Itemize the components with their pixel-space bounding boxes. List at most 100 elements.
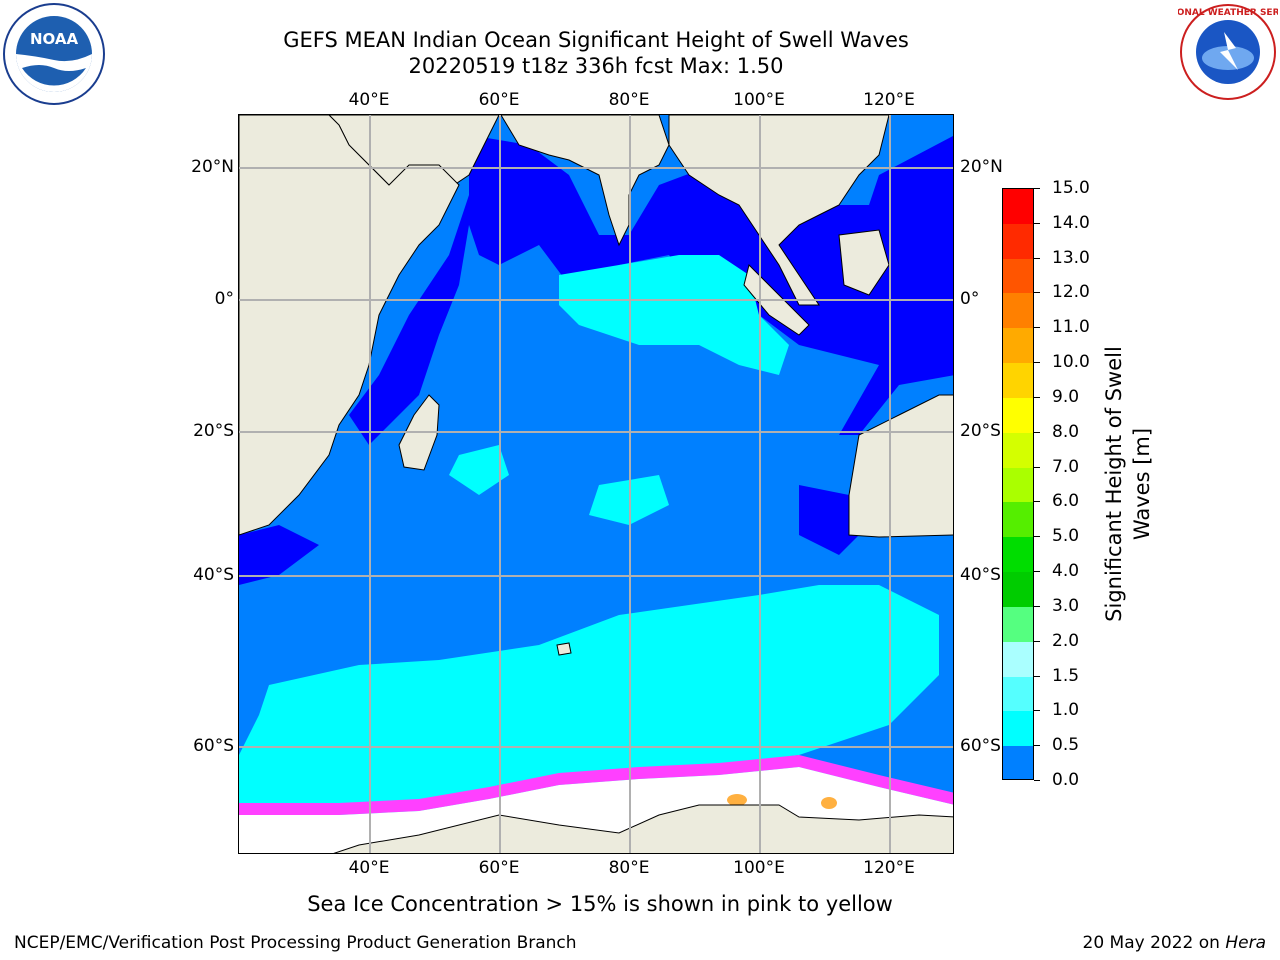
colorbar-tick-mark	[1034, 431, 1040, 433]
land-antarctica	[333, 804, 953, 853]
ocean-deep-southeast	[799, 485, 859, 555]
colorbar-tick-label: 4.0	[1052, 561, 1080, 582]
date-prefix: 20 May 2022 on	[1082, 933, 1226, 953]
lat-label-right: 0°	[960, 289, 980, 309]
colorbar-tick-label: 11.0	[1052, 317, 1090, 338]
colorbar-cell	[1003, 641, 1033, 678]
colorbar-tick-label: 2.0	[1052, 630, 1080, 651]
noaa-logo-text: NOAA	[30, 30, 79, 48]
colorbar-tick-mark	[1034, 745, 1040, 747]
colorbar-tick-mark	[1034, 222, 1040, 224]
sea-ice-orange-spot-1	[727, 794, 747, 806]
lat-label-left: 20°S	[193, 421, 234, 441]
colorbar-tick-mark	[1034, 257, 1040, 259]
colorbar-tick-label: 8.0	[1052, 421, 1080, 442]
nws-logo-icon: NATIONAL WEATHER SERVICE	[1153, 2, 1280, 102]
swell-high-southern-band	[239, 585, 939, 805]
colorbar	[1002, 188, 1034, 780]
colorbar-tick-mark	[1034, 710, 1040, 712]
colorbar-tick-label: 0.5	[1052, 735, 1080, 756]
lon-label-top: 80°E	[608, 90, 650, 110]
noaa-logo-icon: NOAA	[2, 2, 106, 106]
colorbar-cell	[1003, 502, 1033, 539]
land-africa	[239, 115, 460, 536]
colorbar-tick-mark	[1034, 501, 1040, 503]
colorbar-tick-mark	[1034, 466, 1040, 468]
colorbar-cell	[1003, 711, 1033, 748]
land-southeast-asia	[668, 115, 890, 306]
lon-label-bottom: 120°E	[863, 858, 915, 878]
colorbar-tick-label: 5.0	[1052, 526, 1080, 547]
colorbar-cell	[1003, 363, 1033, 399]
colorbar-cell	[1003, 189, 1033, 225]
swell-high-equatorial	[559, 255, 789, 375]
colorbar-tick-mark	[1034, 292, 1040, 294]
colorbar-tick-label: 13.0	[1052, 247, 1090, 268]
colorbar-tick-label: 6.0	[1052, 491, 1080, 512]
sea-ice-edge	[239, 755, 953, 815]
colorbar-cell	[1003, 432, 1033, 469]
lon-label-top: 100°E	[733, 90, 785, 110]
lat-label-left: 60°S	[193, 736, 234, 756]
lon-label-top: 60°E	[478, 90, 520, 110]
colorbar-tick-label: 1.0	[1052, 700, 1080, 721]
colorbar-cell	[1003, 746, 1033, 779]
colorbar-title: Significant Height of Swell Waves [m]	[1100, 314, 1156, 654]
colorbar-cell	[1003, 572, 1033, 608]
land-borneo	[838, 229, 890, 296]
sea-ice-orange-spot-2	[821, 797, 837, 809]
colorbar-tick-mark	[1034, 605, 1040, 607]
lon-label-top: 40°E	[348, 90, 390, 110]
lat-label-right: 20°N	[960, 157, 1003, 177]
swell-high-patch-1	[449, 445, 509, 495]
lon-label-bottom: 100°E	[733, 858, 785, 878]
chart-title-line1: GEFS MEAN Indian Ocean Significant Heigh…	[283, 28, 909, 52]
credit-text: NCEP/EMC/Verification Post Processing Pr…	[14, 933, 577, 953]
colorbar-tick-label: 15.0	[1052, 178, 1090, 198]
sea-ice-note: Sea Ice Concentration > 15% is shown in …	[307, 892, 893, 916]
lat-label-right: 40°S	[960, 565, 1001, 585]
ocean-deep-southwest	[239, 525, 319, 585]
colorbar-tick-label: 12.0	[1052, 282, 1090, 303]
colorbar-cell	[1003, 537, 1033, 574]
date-stamp: 20 May 2022 on Hera	[1083, 932, 1267, 954]
colorbar-tick-label: 7.0	[1052, 456, 1080, 477]
lon-label-bottom: 60°E	[478, 858, 520, 878]
colorbar-title-line2: Waves [m]	[1130, 427, 1154, 541]
colorbar-tick-mark	[1034, 640, 1040, 642]
colorbar-cell	[1003, 467, 1033, 504]
colorbar-cell	[1003, 258, 1033, 295]
lat-label-right: 60°S	[960, 736, 1001, 756]
colorbar-tick-label: 1.5	[1052, 665, 1080, 686]
colorbar-tick-mark	[1034, 362, 1040, 364]
colorbar-cell	[1003, 676, 1033, 713]
colorbar-tick-mark	[1034, 780, 1040, 781]
land-kerguelen	[556, 642, 572, 656]
colorbar-tick-mark	[1034, 396, 1040, 398]
lon-label-top: 120°E	[863, 90, 915, 110]
lat-label-left: 20°N	[191, 157, 234, 177]
colorbar-cell	[1003, 223, 1033, 260]
colorbar-title-line1: Significant Height of Swell	[1102, 346, 1126, 622]
colorbar-tick-mark	[1034, 571, 1040, 573]
lat-label-left: 0°	[214, 289, 234, 309]
colorbar-tick-label: 14.0	[1052, 212, 1090, 233]
colorbar-tick-mark	[1034, 675, 1040, 677]
colorbar-cell	[1003, 397, 1033, 434]
colorbar-cell	[1003, 328, 1033, 365]
colorbar-cell	[1003, 293, 1033, 330]
date-machine: Hera	[1225, 933, 1266, 953]
lat-label-right: 20°S	[960, 421, 1001, 441]
swell-height-map	[238, 114, 954, 854]
nws-logo-text: NATIONAL WEATHER SERVICE	[1178, 8, 1278, 18]
colorbar-tick-label: 10.0	[1052, 352, 1090, 373]
lon-label-bottom: 80°E	[608, 858, 650, 878]
colorbar-tick-mark	[1034, 327, 1040, 329]
map-gridlines	[239, 115, 953, 853]
colorbar-tick-label: 3.0	[1052, 595, 1080, 616]
colorbar-tick-label: 9.0	[1052, 386, 1080, 407]
land-india	[500, 115, 670, 247]
colorbar-tick-label: 0.0	[1052, 770, 1080, 790]
colorbar-tick-mark	[1034, 188, 1040, 189]
colorbar-cell	[1003, 606, 1033, 643]
